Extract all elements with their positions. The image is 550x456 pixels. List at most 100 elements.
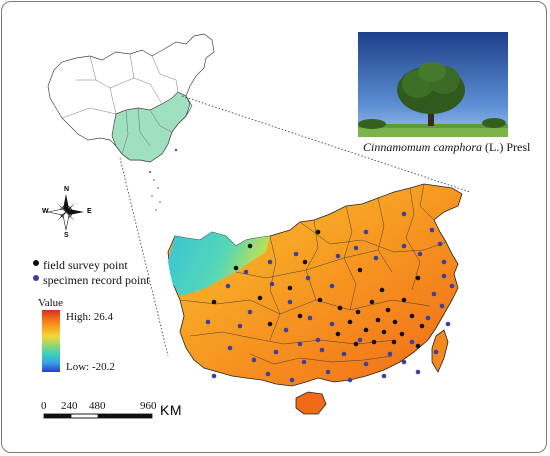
field-survey-point	[211, 299, 217, 305]
field-survey-point	[415, 275, 421, 281]
china-inset-map	[47, 33, 215, 211]
field-survey-point	[233, 265, 239, 271]
field-survey-marker	[33, 260, 39, 266]
specimen-record-point	[267, 259, 273, 265]
field-survey-point	[385, 307, 391, 313]
specimen-record-point	[325, 369, 331, 375]
field-survey-point	[297, 313, 303, 319]
specimen-record-point	[251, 357, 257, 363]
specimen-record-point	[417, 251, 423, 257]
field-survey-point	[337, 305, 343, 311]
specimen-record-point	[449, 283, 455, 289]
field-survey-point	[315, 229, 321, 235]
specimen-record-point	[243, 269, 249, 275]
species-name: Cinnamomum camphora	[363, 140, 482, 154]
specimen-record-point	[381, 373, 387, 379]
field-survey-point	[357, 267, 363, 273]
legend-specimen-record-label: specimen record point	[43, 273, 150, 287]
scale-tick-960: 960	[140, 400, 157, 412]
species-authority: (L.) Presl	[485, 140, 531, 154]
specimen-record-point	[347, 377, 353, 383]
compass-rose	[47, 194, 84, 231]
specimen-record-point	[247, 309, 253, 315]
photo-caption: Cinnamomum camphora (L.) Presl	[363, 140, 530, 155]
field-survey-point	[257, 295, 263, 301]
field-survey-point	[363, 327, 369, 333]
field-survey-point	[379, 287, 385, 293]
legend-field-survey-label: field survey point	[43, 258, 128, 272]
specimen-record-point	[415, 369, 421, 375]
specimen-record-point	[335, 253, 341, 259]
western-plateau	[168, 232, 270, 296]
specimen-record-point	[401, 359, 407, 365]
compass-east-label: E	[87, 208, 92, 215]
specimen-record-point	[305, 275, 311, 281]
field-survey-point	[317, 297, 323, 303]
scale-unit-label: KM	[160, 402, 182, 418]
field-survey-point	[335, 331, 341, 337]
study-area-fill	[167, 183, 463, 387]
field-survey-point	[375, 317, 381, 323]
specimen-record-point	[269, 281, 275, 287]
specimen-record-point	[363, 229, 369, 235]
field-survey-point	[415, 343, 421, 349]
specimen-record-point	[425, 315, 431, 321]
specimen-record-point	[401, 243, 407, 249]
specimen-record-point	[293, 251, 299, 257]
specimen-record-point	[301, 359, 307, 365]
camphor-tree-photo	[358, 32, 508, 137]
specimen-record-point	[439, 303, 445, 309]
field-survey-point	[267, 321, 273, 327]
field-survey-point	[391, 339, 397, 345]
study-area-map	[167, 183, 463, 415]
value-color-bar	[42, 310, 60, 372]
field-survey-point	[302, 259, 308, 265]
field-survey-point	[381, 329, 387, 335]
specimen-record-point	[283, 327, 289, 333]
specimen-record-point	[431, 291, 437, 297]
field-survey-point	[247, 243, 253, 249]
specimen-record-point	[401, 211, 407, 217]
specimen-record-point	[211, 373, 217, 379]
specimen-record-point	[227, 345, 233, 351]
specimen-record-point	[319, 347, 325, 353]
field-survey-point	[353, 341, 359, 347]
specimen-record-point	[307, 315, 313, 321]
specimen-record-point	[441, 273, 447, 279]
specimen-record-point	[357, 337, 363, 343]
value-legend-low: Low: -20.2	[66, 361, 115, 373]
compass-south-label: S	[64, 232, 69, 239]
scale-bar	[43, 413, 153, 419]
specimen-record-point	[363, 361, 369, 367]
specimen-record-point	[373, 255, 379, 261]
taiwan-island	[431, 329, 449, 373]
hainan-island	[295, 391, 327, 415]
field-survey-point	[347, 319, 353, 325]
specimen-record-point	[225, 283, 231, 289]
field-survey-point	[371, 339, 377, 345]
specimen-record-point	[387, 351, 393, 357]
specimen-record-point	[329, 283, 335, 289]
specimen-record-point	[433, 349, 439, 355]
specimen-record-point	[437, 241, 443, 247]
specimen-record-point	[353, 245, 359, 251]
specimen-record-point	[289, 377, 295, 383]
specimen-record-point	[237, 323, 243, 329]
specimen-record-point	[315, 337, 321, 343]
specimen-record-point	[265, 371, 271, 377]
specimen-record-point	[409, 339, 415, 345]
field-survey-point	[287, 285, 293, 291]
value-legend-title: Value	[38, 297, 64, 309]
specimen-record-point	[429, 227, 435, 233]
specimen-record-point	[445, 321, 451, 327]
specimen-record-point	[329, 321, 335, 327]
field-survey-point	[409, 313, 415, 319]
compass-west-label: W	[42, 208, 49, 215]
specimen-record-point	[297, 341, 303, 347]
field-survey-points	[211, 229, 425, 349]
specimen-record-point	[341, 351, 347, 357]
specimen-record-point	[273, 349, 279, 355]
specimen-record-point	[287, 299, 293, 305]
value-legend-high: High: 26.4	[66, 311, 114, 323]
